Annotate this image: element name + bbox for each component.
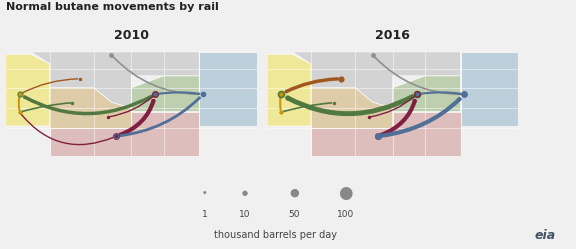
Text: Normal butane movements by rail: Normal butane movements by rail: [6, 2, 218, 12]
Text: ●: ●: [203, 191, 206, 195]
FancyArrowPatch shape: [284, 103, 332, 111]
Polygon shape: [292, 52, 461, 108]
Text: 50: 50: [288, 210, 300, 219]
Polygon shape: [311, 88, 393, 128]
Text: thousand barrels per day: thousand barrels per day: [214, 230, 337, 240]
FancyArrowPatch shape: [25, 96, 152, 114]
FancyArrowPatch shape: [374, 57, 460, 94]
FancyArrowPatch shape: [371, 96, 414, 117]
Text: 1: 1: [202, 210, 207, 219]
Polygon shape: [311, 112, 461, 156]
FancyArrowPatch shape: [288, 97, 412, 114]
FancyArrowPatch shape: [120, 98, 199, 136]
Text: ●: ●: [242, 190, 248, 196]
Polygon shape: [267, 54, 311, 126]
FancyArrowPatch shape: [286, 79, 338, 92]
Polygon shape: [50, 88, 131, 128]
Text: ●: ●: [338, 184, 353, 202]
Title: 2016: 2016: [376, 29, 410, 42]
FancyArrowPatch shape: [419, 92, 461, 94]
FancyArrowPatch shape: [21, 115, 115, 145]
Polygon shape: [461, 52, 518, 126]
Text: ●: ●: [289, 188, 298, 198]
FancyArrowPatch shape: [22, 103, 70, 111]
FancyArrowPatch shape: [120, 101, 153, 135]
FancyArrowPatch shape: [382, 99, 460, 136]
FancyArrowPatch shape: [109, 96, 153, 117]
FancyArrowPatch shape: [382, 101, 415, 135]
Polygon shape: [31, 52, 199, 108]
Text: 10: 10: [239, 210, 251, 219]
Polygon shape: [393, 76, 461, 112]
FancyArrowPatch shape: [22, 79, 78, 93]
Title: 2010: 2010: [114, 29, 149, 42]
Polygon shape: [131, 76, 199, 112]
FancyArrowPatch shape: [113, 57, 199, 94]
FancyArrowPatch shape: [158, 92, 199, 94]
Polygon shape: [50, 112, 199, 156]
Text: eia: eia: [535, 229, 556, 242]
Text: 100: 100: [337, 210, 354, 219]
Polygon shape: [199, 52, 257, 126]
Polygon shape: [6, 54, 50, 126]
